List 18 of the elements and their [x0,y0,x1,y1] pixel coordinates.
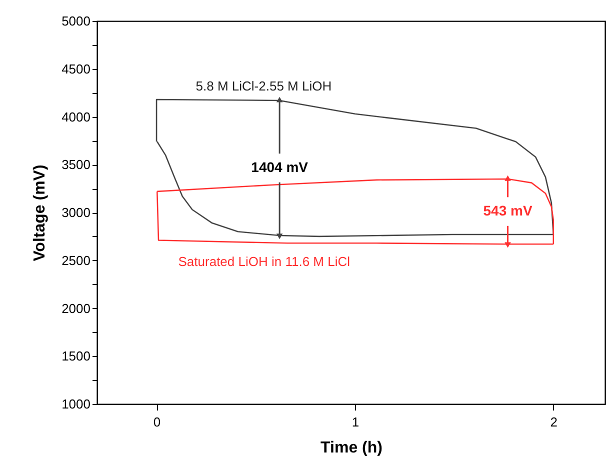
x-tick-label: 1 [352,414,360,430]
text: Saturated LiOH in 11.6 M LiCl [178,254,350,270]
x-tick-label: 0 [153,414,161,430]
y-tick-label: 5000 [62,14,90,28]
y-tick-label: 3500 [62,157,90,172]
annotation: 543 mV [483,202,533,219]
y-tick-label: 3000 [62,205,90,220]
y-tick-label: 4500 [62,61,90,76]
y-tick-label: 2000 [62,300,90,316]
y-tick-label: 4000 [62,109,90,124]
x-tick-label: 2 [550,414,558,430]
series-label: 5.8 M LiCl-2.55 M LiOH [196,78,332,94]
y-tick-label: 2500 [62,252,90,268]
annotation: 1404 mV [251,158,309,175]
y-tick-label: 1500 [62,348,90,364]
y-tick-label: 1000 [62,396,90,412]
x-axis-title: Time (h) [320,440,382,456]
y-axis-title: Voltage (mV) [32,164,49,262]
